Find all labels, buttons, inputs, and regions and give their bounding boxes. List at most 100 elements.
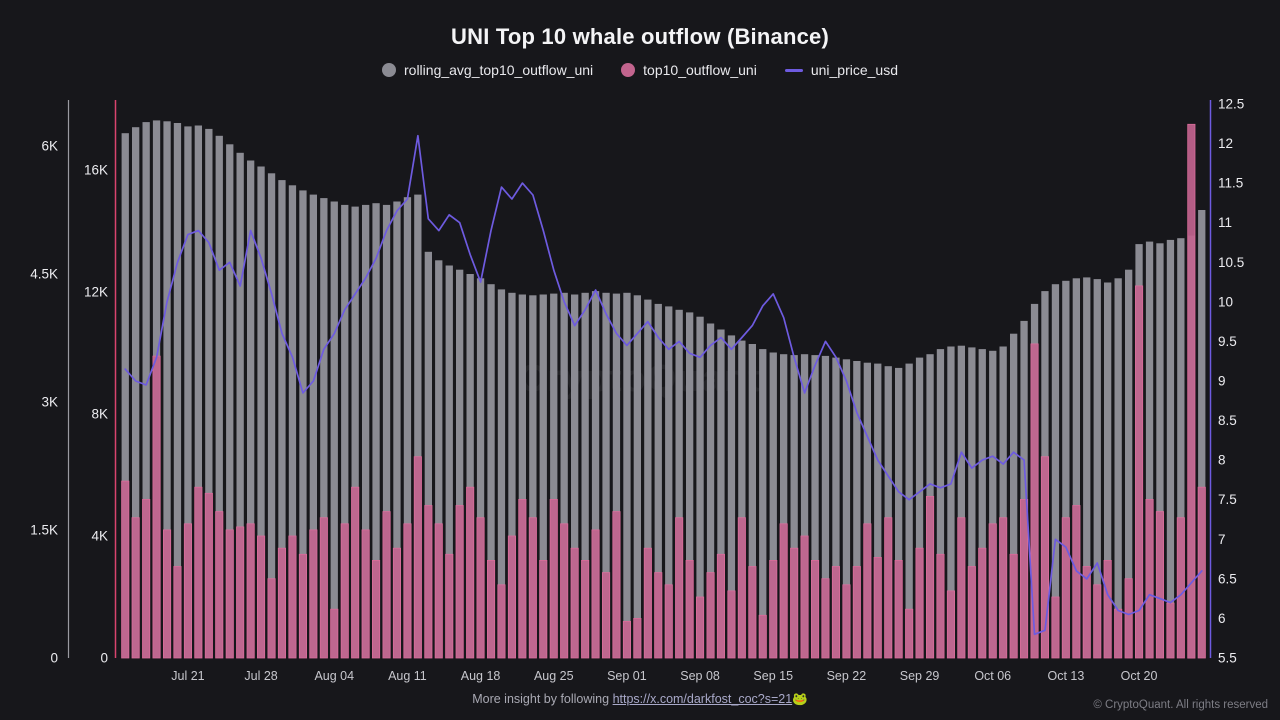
bar-outflow	[946, 590, 955, 659]
legend-item-price[interactable]: uni_price_usd	[784, 62, 898, 78]
right-tick-label: 6.5	[1218, 571, 1237, 586]
bar-rolling-avg	[874, 363, 882, 658]
bar-rolling-avg	[518, 294, 526, 658]
x-tick-label: Jul 21	[171, 669, 204, 683]
right-tick-label: 11.5	[1218, 176, 1243, 191]
bar-outflow	[507, 535, 516, 659]
bar-outflow	[340, 523, 349, 659]
legend-label-rolling-avg: rolling_avg_top10_outflow_uni	[404, 62, 594, 78]
legend-line-purple-icon	[784, 68, 803, 72]
bar-outflow	[121, 480, 130, 659]
x-tick-label: Oct 13	[1047, 669, 1084, 683]
bar-rolling-avg	[414, 194, 422, 658]
bar-rolling-avg	[1020, 320, 1028, 658]
bar-rolling-avg	[288, 185, 297, 659]
bar-outflow	[873, 557, 882, 659]
bar-outflow	[434, 523, 443, 659]
bar-rolling-avg	[1010, 333, 1018, 658]
bar-outflow	[392, 547, 401, 659]
bar-outflow	[664, 584, 673, 659]
bar-rolling-avg	[1177, 238, 1185, 658]
bar-rolling-avg	[571, 294, 579, 658]
bar-rolling-avg	[686, 312, 694, 658]
bar-rolling-avg	[508, 292, 516, 658]
footer-link[interactable]: https://x.com/darkfost_coc?s=21	[612, 692, 793, 706]
legend-item-outflow[interactable]: top10_outflow_uni	[621, 62, 757, 78]
x-tick-label: Sep 22	[827, 669, 867, 683]
bar-rolling-avg	[1125, 269, 1133, 658]
bar-outflow	[382, 511, 391, 659]
page-title: UNI Top 10 whale outflow (Binance)	[451, 24, 829, 49]
bar-outflow	[602, 572, 611, 659]
left-inner-tick-label: 0	[100, 651, 108, 666]
bar-rolling-avg	[675, 309, 683, 658]
x-tick-label: Sep 29	[900, 669, 940, 683]
bar-outflow	[298, 553, 307, 659]
bar-rolling-avg	[957, 345, 965, 658]
bar-rolling-avg	[748, 344, 756, 658]
bar-rolling-avg	[560, 292, 568, 658]
bar-outflow	[466, 486, 475, 659]
bar-rolling-avg	[529, 295, 537, 658]
legend: rolling_avg_top10_outflow_uni top10_outf…	[0, 62, 1280, 78]
bar-rolling-avg	[184, 126, 192, 658]
bar-outflow	[1040, 456, 1050, 659]
bar-outflow	[518, 498, 527, 659]
bar-rolling-avg	[790, 355, 798, 658]
bar-rolling-avg	[1145, 241, 1154, 658]
bar-outflow	[915, 547, 924, 659]
bar-rolling-avg	[330, 201, 338, 658]
bar-rolling-avg	[1083, 277, 1091, 658]
bar-outflow	[1145, 498, 1154, 659]
bar-outflow	[236, 526, 245, 659]
bar-outflow	[863, 523, 872, 659]
bar-outflow	[1166, 602, 1175, 659]
bar-outflow	[999, 517, 1008, 659]
bar-rolling-avg	[132, 127, 140, 658]
right-tick-label: 7.5	[1218, 492, 1237, 507]
bar-rolling-avg	[978, 349, 986, 658]
bar-outflow	[319, 517, 328, 659]
bar-outflow	[800, 535, 809, 659]
bar-outflow	[1187, 123, 1196, 659]
bar-outflow	[1197, 486, 1206, 659]
bar-outflow	[852, 566, 861, 659]
right-tick-label: 6	[1218, 611, 1226, 626]
bar-rolling-avg	[362, 204, 370, 658]
bar-outflow	[486, 560, 496, 659]
bar-outflow	[1009, 553, 1018, 659]
right-tick-label: 5.5	[1218, 651, 1237, 666]
bar-outflow	[633, 618, 642, 659]
bar-rolling-avg	[278, 180, 286, 658]
bar-rolling-avg	[654, 303, 662, 658]
bar-outflow	[204, 492, 213, 659]
bar-outflow	[455, 505, 464, 659]
bar-outflow	[1155, 511, 1165, 659]
bar-outflow	[256, 535, 266, 659]
bar-rolling-avg	[497, 289, 506, 658]
bar-rolling-avg	[717, 329, 725, 658]
x-tick-label: Oct 20	[1121, 669, 1158, 683]
bar-outflow	[926, 495, 935, 659]
bar-outflow	[1051, 596, 1060, 659]
bar-outflow	[528, 517, 537, 659]
bar-outflow	[1176, 517, 1185, 659]
bar-rolling-avg	[999, 346, 1007, 658]
bar-rolling-avg	[1156, 243, 1164, 659]
bar-outflow	[884, 517, 893, 659]
bar-outflow	[403, 523, 412, 659]
bar-rolling-avg	[382, 204, 391, 658]
bar-outflow	[1072, 505, 1081, 659]
bar-rolling-avg	[236, 152, 244, 659]
bar-outflow	[225, 529, 234, 659]
legend-item-rolling-avg[interactable]: rolling_avg_top10_outflow_uni	[382, 62, 593, 78]
legend-circle-pink-icon	[621, 63, 636, 77]
bar-rolling-avg	[476, 278, 485, 658]
bar-outflow	[842, 584, 851, 659]
bar-outflow	[351, 486, 360, 659]
x-tick-label: Oct 06	[974, 669, 1011, 683]
bar-outflow	[696, 596, 705, 659]
bar-rolling-avg	[727, 335, 736, 658]
bar-outflow	[1061, 517, 1070, 659]
